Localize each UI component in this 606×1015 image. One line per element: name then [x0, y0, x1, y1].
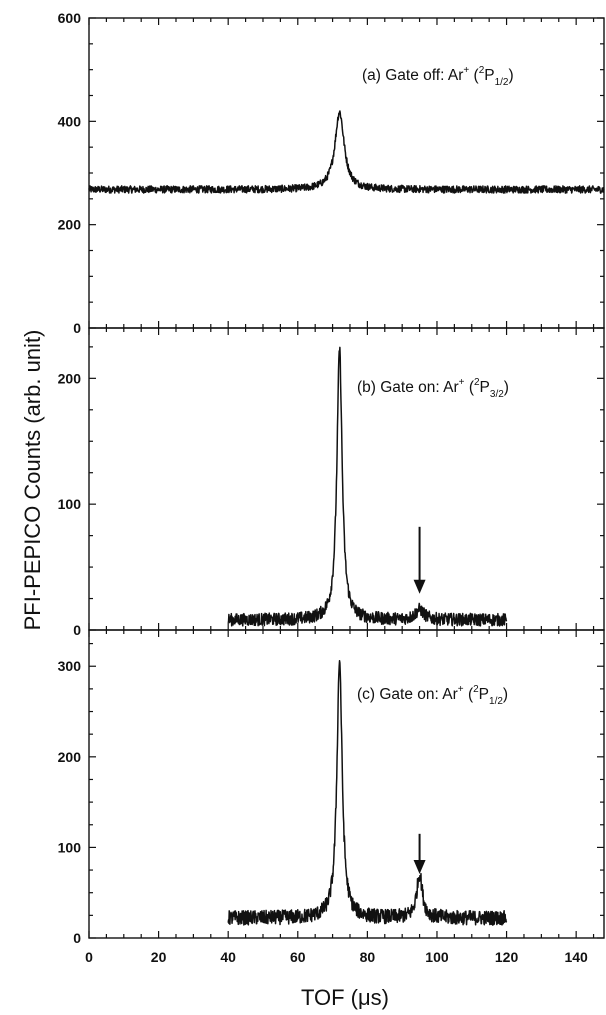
x-tick-label: 40 — [220, 949, 236, 965]
panel-label-part: 2 — [474, 377, 480, 388]
panel-label-part: + — [458, 684, 464, 695]
y-tick-label: 0 — [73, 930, 81, 946]
spectrum-trace — [227, 659, 508, 926]
panel-label-part: ) — [503, 686, 508, 703]
y-tick-label: 0 — [73, 320, 81, 336]
panel-label-part: 1/2 — [489, 696, 503, 707]
panel-label-part: P — [484, 67, 494, 84]
x-axis-title: TOF (μs) — [301, 985, 389, 1010]
y-tick-label: 600 — [58, 10, 82, 26]
panel-label-part: P — [479, 686, 489, 703]
spectrum-trace — [227, 346, 508, 627]
y-axis-title: PFI-PEPICO Counts (arb. unit) — [20, 330, 45, 631]
panel-label-part: ( — [469, 67, 479, 84]
spectrum-trace — [88, 110, 605, 194]
panel-label-part: ( — [464, 686, 474, 703]
panel-label-part: 1/2 — [495, 77, 509, 88]
panel-label-part: 2 — [479, 65, 485, 76]
panel-label-part: (a) Gate off: Ar — [362, 67, 463, 84]
panel-label: (c) Gate on: Ar+ (2P1/2) — [357, 684, 508, 707]
panel-label-part: ) — [504, 379, 509, 396]
panel-label: (a) Gate off: Ar+ (2P1/2) — [362, 65, 514, 88]
panel-frame — [88, 327, 605, 631]
y-tick-label: 200 — [58, 749, 82, 765]
panel-label-part: ) — [509, 67, 514, 84]
panel-label-part: P — [480, 379, 490, 396]
panel-label-part: + — [463, 65, 469, 76]
panel-label-part: (b) Gate on: Ar — [357, 379, 459, 396]
y-tick-label: 100 — [58, 839, 82, 855]
panel-frame — [88, 629, 605, 939]
x-tick-label: 60 — [290, 949, 306, 965]
y-tick-label: 100 — [58, 496, 82, 512]
panel-label: (b) Gate on: Ar+ (2P3/2) — [357, 377, 509, 400]
x-tick-label: 80 — [360, 949, 376, 965]
panel-label-part: + — [459, 377, 465, 388]
panel-b: 0 100 200 (b) Gate on: Ar+ (2P3/2) — [58, 327, 605, 638]
panel-frame — [88, 17, 605, 329]
arrow-head — [413, 579, 426, 594]
x-tick-label: 100 — [425, 949, 449, 965]
y-tick-label: 0 — [73, 622, 81, 638]
panel-label-part: (c) Gate on: Ar — [357, 686, 458, 703]
x-tick-label: 20 — [151, 949, 167, 965]
x-tick-label: 0 — [85, 949, 93, 965]
y-tick-label: 300 — [58, 658, 82, 674]
panel-label-part: 3/2 — [490, 389, 504, 400]
arrow-head — [413, 860, 426, 875]
panel-a: 0 200 400 600 (a) Gate off: Ar+ (2P1/2) — [58, 10, 605, 336]
y-tick-label: 200 — [58, 370, 82, 386]
x-tick-label: 120 — [495, 949, 519, 965]
panel-label-part: ( — [465, 379, 475, 396]
y-tick-label: 400 — [58, 113, 82, 129]
x-tick-label: 140 — [564, 949, 588, 965]
panel-label-part: 2 — [473, 684, 479, 695]
panel-c: 0 100 200 300 (c) Gate on: Ar+ (2P1/2) — [58, 629, 605, 946]
y-tick-label: 200 — [58, 217, 82, 233]
